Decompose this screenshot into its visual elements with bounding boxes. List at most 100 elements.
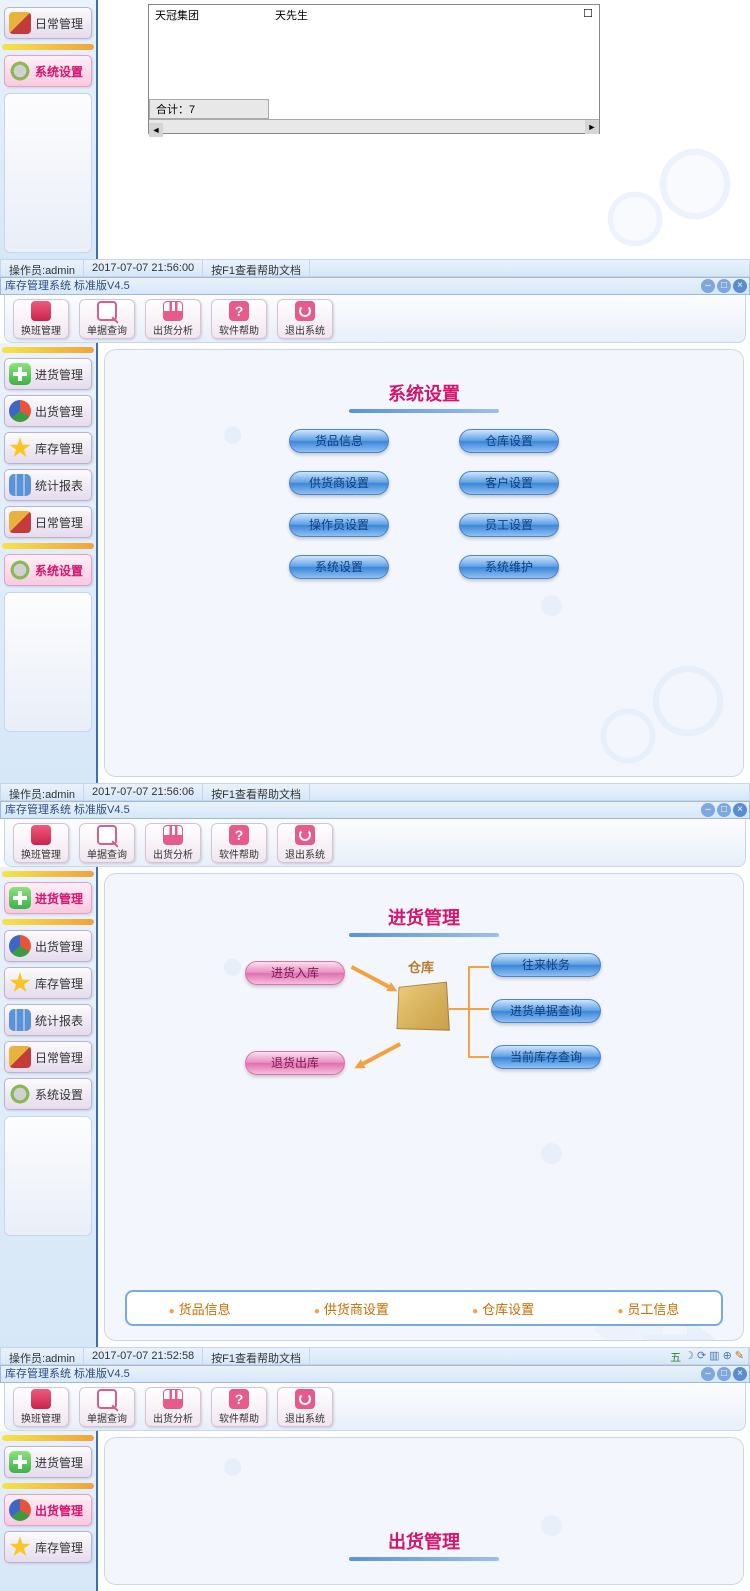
main-toolbar: 换班管理 单据查询出货分析?软件帮助退出系统 (4, 295, 746, 343)
toolbar-单据查询[interactable]: 单据查询 (79, 1387, 135, 1427)
cell-contact: 天先生 (275, 7, 395, 23)
tray-icon[interactable]: ⊕ (723, 1349, 732, 1363)
tray-icon[interactable]: ✎ (735, 1349, 744, 1363)
minimize-button[interactable]: – (701, 279, 715, 293)
toolbar-软件帮助[interactable]: ?软件帮助 (211, 299, 267, 339)
settings-btn-系统设置[interactable]: 系统设置 (289, 555, 389, 579)
settings-btn-员工设置[interactable]: 员工设置 (459, 513, 559, 537)
horizontal-scrollbar[interactable]: ◄ ► (149, 119, 599, 133)
flow-right-btn-进货单据查询[interactable]: 进货单据查询 (491, 999, 601, 1023)
toolbar-出货分析[interactable]: 出货分析 (145, 1387, 201, 1427)
status-datetime: 2017-07-07 21:52:58 (84, 1348, 203, 1364)
toolbar-软件帮助[interactable]: ?软件帮助 (211, 823, 267, 863)
scroll-left-icon[interactable]: ◄ (149, 123, 163, 137)
minimize-button[interactable]: – (701, 1367, 715, 1381)
ime-indicator[interactable]: 五 (670, 1349, 681, 1363)
sidebar-item-库存管理[interactable]: 库存管理 (4, 967, 92, 999)
toolbar-出货分析[interactable]: 出货分析 (145, 823, 201, 863)
sidebar-empty-panel (4, 93, 92, 253)
table-total: 合计：7 (149, 99, 269, 119)
sidebar-item-日常管理[interactable]: 日常管理 (4, 506, 92, 538)
gear-icon (9, 60, 31, 82)
close-button[interactable]: × (733, 803, 747, 817)
minimize-button[interactable]: – (701, 803, 715, 817)
search-icon (97, 301, 117, 321)
toolbar-label: 退出系统 (285, 322, 325, 337)
settings-btn-仓库设置[interactable]: 仓库设置 (459, 429, 559, 453)
toolbar-退出系统[interactable]: 退出系统 (277, 823, 333, 863)
sidebar-item-label: 系统设置 (35, 1086, 83, 1103)
toolbar-出货分析[interactable]: 出货分析 (145, 299, 201, 339)
flow-right-btn-当前库存查询[interactable]: 当前库存查询 (491, 1045, 601, 1069)
toolbar-退出系统[interactable]: 退出系统 (277, 1387, 333, 1427)
close-button[interactable]: × (733, 1367, 747, 1381)
flow-right-btn-往来帐务[interactable]: 往来帐务 (491, 953, 601, 977)
sidebar-item-settings[interactable]: 系统设置 (4, 55, 92, 87)
footer-link-员工信息[interactable]: 员工信息 (617, 1299, 679, 1318)
maximize-button[interactable]: □ (717, 803, 731, 817)
toolbar-label: 软件帮助 (219, 322, 259, 337)
sidebar-item-出货管理[interactable]: 出货管理 (4, 1494, 92, 1526)
table-row[interactable]: 天冠集团 天先生 ☐ (149, 5, 599, 25)
app-title: 库存管理系统 标准版V4.5 (5, 1368, 130, 1380)
sidebar-item-日常管理[interactable]: 日常管理 (4, 1041, 92, 1073)
sidebar-item-库存管理[interactable]: 库存管理 (4, 1531, 92, 1563)
toolbar-label: 换班管理 (21, 322, 61, 337)
settings-btn-货品信息[interactable]: 货品信息 (289, 429, 389, 453)
sidebar-item-统计报表[interactable]: 统计报表 (4, 1004, 92, 1036)
settings-btn-供货商设置[interactable]: 供货商设置 (289, 471, 389, 495)
close-button[interactable]: × (733, 279, 747, 293)
settings-btn-客户设置[interactable]: 客户设置 (459, 471, 559, 495)
tray-icon[interactable]: ⟳ (697, 1349, 706, 1363)
pie-icon (9, 935, 31, 957)
footer-link-货品信息[interactable]: 货品信息 (169, 1299, 231, 1318)
sidebar-item-库存管理[interactable]: 库存管理 (4, 432, 92, 464)
maximize-button[interactable]: □ (717, 279, 731, 293)
toolbar-换班管理[interactable]: 换班管理 (13, 1387, 69, 1427)
tray-icon[interactable]: ▥ (709, 1349, 719, 1363)
settings-btn-操作员设置[interactable]: 操作员设置 (289, 513, 389, 537)
sidebar-divider (2, 44, 94, 50)
toolbar-label: 软件帮助 (219, 846, 259, 861)
status-help: 按F1查看帮助文档 (203, 1348, 310, 1364)
toolbar-换班管理[interactable]: 换班管理 (13, 823, 69, 863)
warehouse-label: 仓库 (395, 957, 447, 976)
chart-icon (163, 825, 183, 845)
system-tray: 五 ☽ ⟳ ▥ ⊕ ✎ (666, 1348, 749, 1364)
main-toolbar: 换班管理单据查询 出货分析?软件帮助退出系统 (4, 1383, 746, 1431)
sidebar-item-进货管理[interactable]: 进货管理 (4, 358, 92, 390)
status-bar: 操作员:admin 2017-07-07 21:56:00 按F1查看帮助文档 (0, 259, 750, 277)
sidebar-item-label: 出货管理 (35, 403, 83, 420)
toolbar-单据查询[interactable]: 单据查询 (79, 823, 135, 863)
sidebar-item-label: 库存管理 (35, 975, 83, 992)
sidebar-item-系统设置[interactable]: 系统设置 (4, 554, 92, 586)
cell-checkbox[interactable]: ☐ (395, 7, 593, 23)
sidebar-item-label: 统计报表 (35, 1012, 83, 1029)
settings-btn-系统维护[interactable]: 系统维护 (459, 555, 559, 579)
sidebar-item-出货管理[interactable]: 出货管理 (4, 930, 92, 962)
chart-icon (163, 1389, 183, 1409)
toolbar-换班管理[interactable]: 换班管理 (13, 299, 69, 339)
sidebar-item-进货管理[interactable]: 进货管理 (4, 882, 92, 914)
scroll-right-icon[interactable]: ► (585, 120, 599, 134)
flow-btn-in[interactable]: 进货入库 (245, 961, 345, 985)
status-operator: 操作员:admin (1, 260, 84, 276)
toolbar-软件帮助[interactable]: ?软件帮助 (211, 1387, 267, 1427)
sidebar-item-统计报表[interactable]: 统计报表 (4, 469, 92, 501)
sidebar-item-系统设置[interactable]: 系统设置 (4, 1078, 92, 1110)
sidebar-item-label: 日常管理 (35, 15, 83, 32)
toolbar-退出系统[interactable]: 退出系统 (277, 299, 333, 339)
toolbar-单据查询[interactable]: 单据查询 (79, 299, 135, 339)
sidebar-item-出货管理[interactable]: 出货管理 (4, 395, 92, 427)
flow-btn-out[interactable]: 退货出库 (245, 1051, 345, 1075)
content-panel: 出货管理 (104, 1437, 744, 1585)
footer-link-仓库设置[interactable]: 仓库设置 (472, 1299, 534, 1318)
toolbar-label: 退出系统 (285, 1410, 325, 1425)
sidebar-item-daily[interactable]: 日常管理 (4, 7, 92, 39)
tray-icon[interactable]: ☽ (684, 1349, 694, 1363)
sidebar-item-进货管理[interactable]: 进货管理 (4, 1446, 92, 1478)
toolbar-label: 单据查询 (87, 1410, 127, 1425)
maximize-button[interactable]: □ (717, 1367, 731, 1381)
status-datetime: 2017-07-07 21:56:00 (84, 260, 203, 276)
footer-link-供货商设置[interactable]: 供货商设置 (314, 1299, 389, 1318)
